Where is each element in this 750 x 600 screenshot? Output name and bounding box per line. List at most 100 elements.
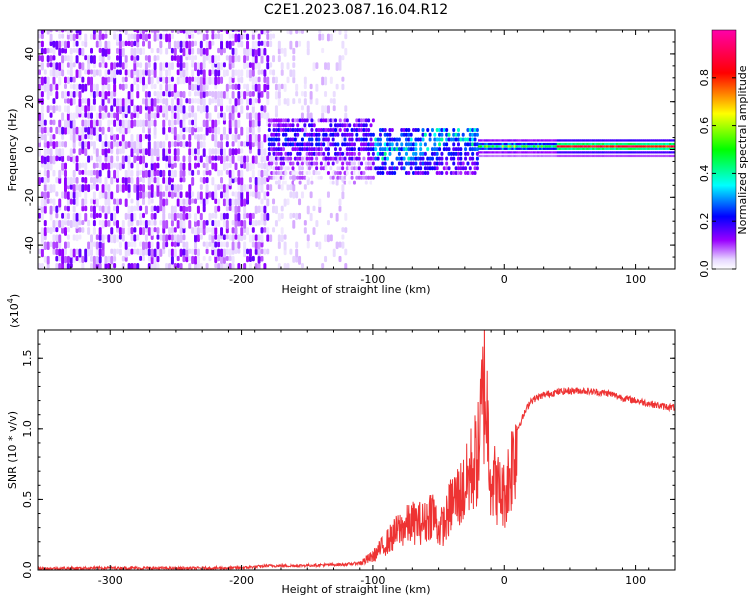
heatmap-cell [173,83,177,93]
heatmap-cell [426,156,430,161]
heatmap-cell [104,69,108,78]
heatmap-cell [147,148,151,157]
heatmap-cell [604,147,607,150]
heatmap-cell [113,212,117,222]
heatmap-cell [220,155,224,165]
x-tick-label: -200 [229,574,254,587]
heatmap-cell [386,171,390,176]
heatmap-cell [350,161,354,166]
heatmap-cell [116,184,120,193]
heatmap-cell [537,147,540,150]
heatmap-cell [495,154,499,158]
heatmap-cell [205,263,209,269]
heatmap-cell [199,176,203,183]
heatmap-cell [81,176,85,183]
heatmap-cell [107,141,111,148]
heatmap-cell [49,198,53,204]
heatmap-cell [121,83,125,91]
heatmap-cell [188,220,192,229]
heatmap-cell [310,156,314,161]
heatmap-cell [645,139,648,142]
heatmap-cell [272,180,276,185]
heatmap-cell [282,161,286,166]
heatmap-cell [308,132,312,137]
heatmap-cell [246,126,250,136]
heatmap-cell [286,175,290,180]
heatmap-cell [220,255,224,265]
heatmap-cell [75,69,79,79]
heatmap-cell [594,147,597,150]
heatmap-cell [621,139,625,142]
heatmap-cell [404,127,408,132]
heatmap-cell [501,151,505,154]
heatmap-cell [483,145,487,148]
heatmap-cell [671,142,674,146]
heatmap-cell [495,142,499,146]
heatmap-cell [165,234,169,242]
heatmap-cell [421,161,425,166]
heatmap-cell [590,142,593,146]
heatmap-cell [191,112,195,118]
heatmap-cell [202,105,206,113]
colorbar-tick-label: 0.0 [698,260,711,278]
heatmap-cell [40,30,44,35]
figure-title: C2E1.2023.087.16.04.R12 [264,2,448,18]
heatmap-cell [649,154,652,158]
heatmap-cell [257,205,261,214]
heatmap-cell [170,76,174,82]
heatmap-cell [214,255,218,264]
heatmap-cell [58,141,62,148]
heatmap-cell [46,30,50,35]
heatmap-cell [576,139,579,142]
heatmap-cell [329,212,333,219]
heatmap-cell [124,126,128,135]
heatmap-cell [617,151,621,154]
heatmap-cell [473,127,477,132]
heatmap-cell [315,132,319,137]
heatmap-cell [75,105,79,115]
heatmap-cell [220,141,224,149]
heatmap-cell [289,161,293,166]
heatmap-cell [228,255,232,262]
heatmap-cell [61,220,65,229]
heatmap-cell [144,133,148,140]
heatmap-cell [594,154,597,158]
heatmap-cell [257,169,261,177]
heatmap-cell [234,148,238,156]
heatmap-cell [182,155,186,163]
heatmap-cell [240,234,244,242]
heatmap-cell [98,227,102,236]
heatmap-cell [548,142,552,146]
heatmap-cell [199,62,203,70]
heatmap-cell [430,156,434,161]
heatmap-cell [38,212,41,219]
heatmap-cell [46,83,50,92]
y-tick-label: 20 [23,95,36,109]
heatmap-cell [324,105,328,114]
heatmap-cell [179,105,183,114]
heatmap-cell [214,90,218,100]
heatmap-cell [527,145,530,148]
heatmap-cell [124,141,128,150]
heatmap-cell [75,33,79,40]
heatmap-cell [121,47,125,57]
heatmap-cell [364,166,368,171]
heatmap-cell [345,166,349,171]
heatmap-cell [274,180,278,185]
heatmap-cell [291,166,295,171]
heatmap-cell [173,40,177,48]
heatmap-cell [228,62,232,70]
heatmap-cell [625,147,629,150]
heatmap-cell [308,156,312,161]
heatmap-cell [95,126,99,136]
heatmap-cell [345,142,349,147]
heatmap-cell [362,147,366,152]
heatmap-cell [153,62,157,71]
heatmap-cell [509,147,513,150]
heatmap-cell [277,90,281,99]
heatmap-cell [503,151,507,154]
heatmap-cell [66,76,70,85]
heatmap-cell [222,191,226,198]
heatmap-cell [374,137,378,142]
heatmap-cell [667,151,670,154]
